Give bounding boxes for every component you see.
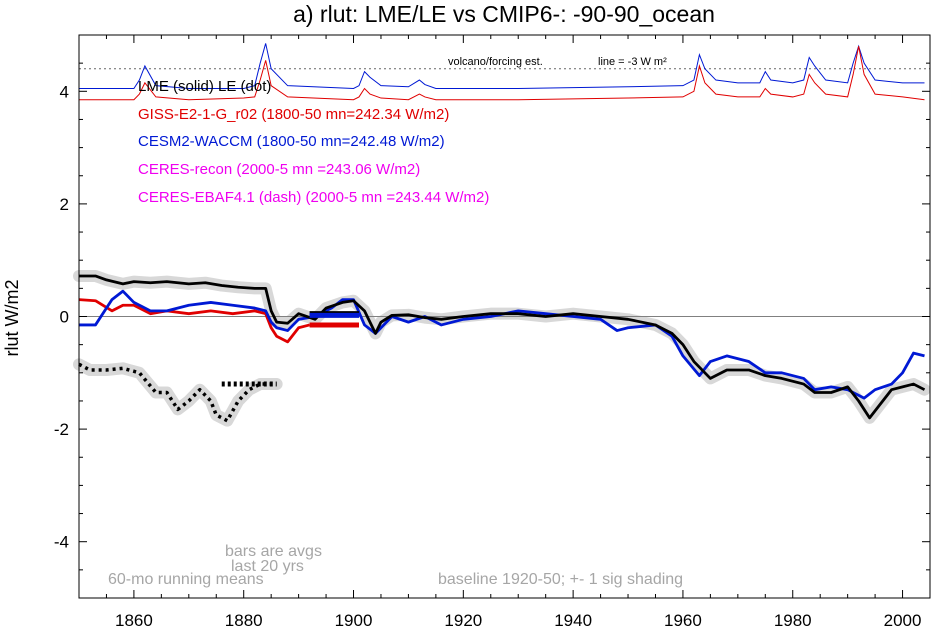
x-tick-label: 1960 [664,611,702,630]
legend-item-lme: LME (solid) LE (dot) [138,78,271,95]
forcing-line [79,43,925,89]
note-last-20-yrs: last 20 yrs [231,558,304,575]
forcing-line [79,46,925,101]
note-bars-avgs: bars are avgs [225,543,322,560]
x-tick-label: 1880 [225,611,263,630]
x-tick-label: 1980 [774,611,812,630]
y-tick-label: 2 [60,195,69,214]
axis-ticks: 1860 1880 1900 1920 1940 1960 1980 2000 -4 -2 0 2 4 [54,34,931,630]
uncertainty-shading [73,269,931,427]
y-tick-label: 0 [60,308,69,327]
forcing-note: volcano/forcing est. [448,56,543,68]
y-axis-label: rlut W/m2 [2,279,22,356]
plot-frame [78,34,931,599]
x-tick-label: 1940 [554,611,592,630]
legend-item-giss: GISS-E2-1-G_r02 (1800-50 mn=242.34 W/m2) [138,106,449,123]
legend-item-cesm2: CESM2-WACCM (1800-50 mn=242.48 W/m2) [138,133,445,150]
y-tick-label: 4 [60,82,69,101]
chart-title: a) rlut: LME/LE vs CMIP6-: -90-90_ocean [293,1,715,27]
x-tick-label: 2000 [884,611,922,630]
y-tick-label: -2 [54,420,69,439]
series-line-lme [79,274,926,420]
legend-item-ceres-recon: CERES-recon (2000-5 mn =243.06 W/m2) [138,161,420,178]
x-tick-label: 1900 [335,611,373,630]
series-layer [78,43,926,423]
forcing-line-label: line = -3 W m² [598,56,667,68]
series-line-giss-e2-1-g_r02 [78,298,310,344]
series-line-le [78,362,277,423]
x-tick-label: 1920 [444,611,482,630]
legend-item-ceres-ebaf: CERES-EBAF4.1 (dash) (2000-5 mn =243.44 … [138,189,489,206]
note-running-means: 60-mo running means [108,571,264,588]
series-line-cesm2-waccm [79,289,925,400]
legend: LME (solid) LE (dot) GISS-E2-1-G_r02 (18… [138,78,489,206]
bars-layer [221,311,360,387]
note-baseline: baseline 1920-50; +- 1 sig shading [438,571,683,588]
y-tick-label: -4 [54,533,69,552]
x-tick-label: 1860 [115,611,153,630]
